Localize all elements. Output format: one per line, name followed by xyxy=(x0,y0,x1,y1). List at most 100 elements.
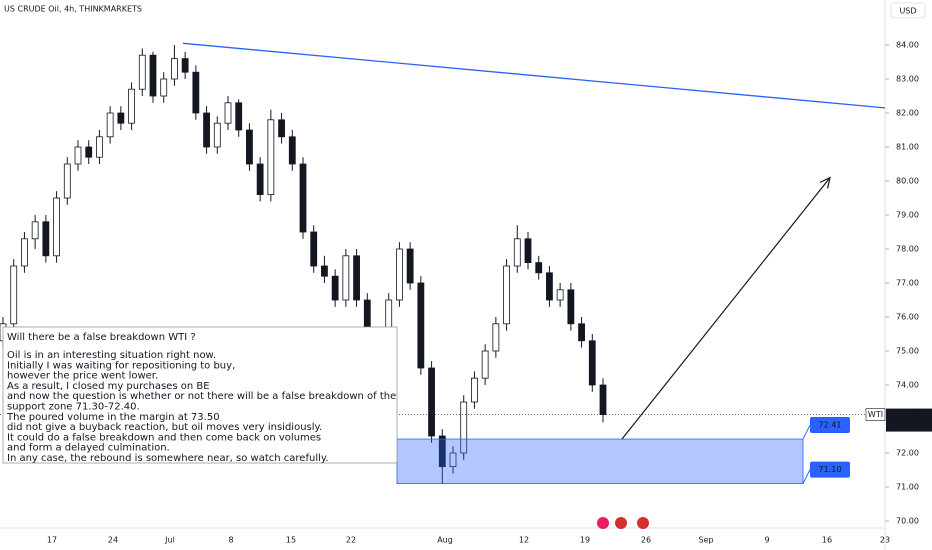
note-line: however the price went lower. xyxy=(7,371,158,382)
price-label-box xyxy=(886,408,932,432)
candle-body xyxy=(106,112,114,138)
note-line: Initially I was waiting for repositionin… xyxy=(7,360,235,371)
candle-body xyxy=(460,401,468,454)
candle-body xyxy=(342,255,350,301)
forecast-arrow xyxy=(621,177,831,440)
candle-body xyxy=(492,323,500,352)
currency-box[interactable] xyxy=(890,2,926,19)
x-tick-label: 12 xyxy=(519,536,529,545)
candle-body xyxy=(428,367,435,437)
candle-body xyxy=(256,163,264,196)
symbol-box xyxy=(865,408,886,421)
y-tick-label: 72.00 xyxy=(896,449,919,458)
x-tick-label: Sep xyxy=(698,536,713,545)
x-tick-label: 15 xyxy=(286,536,296,545)
note-line: In any case, the rebound is somewhere ne… xyxy=(7,453,329,464)
candle-body xyxy=(128,88,135,124)
x-tick-label: 17 xyxy=(47,536,57,545)
y-tick-label: 71.00 xyxy=(896,483,919,492)
zone-label: 72.41 xyxy=(819,421,842,430)
candle-body xyxy=(203,112,210,148)
y-tick-label: 80.00 xyxy=(896,177,919,186)
y-tick-label: 70.00 xyxy=(896,517,919,526)
note-line: support zone 71.30-72.40. xyxy=(7,402,140,413)
candle-body xyxy=(438,435,446,468)
symbol: WTI xyxy=(868,410,883,419)
support-zone xyxy=(396,438,804,484)
candle-body xyxy=(278,119,285,138)
candle-body xyxy=(417,282,425,369)
candle-body xyxy=(567,289,575,325)
candle-body xyxy=(21,238,28,267)
candle-body xyxy=(42,221,50,257)
zone-label-box xyxy=(810,417,850,434)
candle-body xyxy=(524,238,532,264)
event-icons[interactable] xyxy=(597,517,649,529)
candle-body xyxy=(471,377,478,403)
candle-body xyxy=(353,255,360,301)
candle-body xyxy=(331,275,339,301)
candle-body xyxy=(513,238,521,267)
note-line: It could do a false breakdown and then c… xyxy=(7,432,321,443)
y-tick-label: 74.00 xyxy=(896,381,919,390)
x-tick-label: Jul xyxy=(164,536,175,545)
candle-body xyxy=(310,231,318,267)
candle-body xyxy=(85,146,93,158)
candle-body xyxy=(396,248,403,301)
candle-body xyxy=(246,129,253,165)
y-tick-label: 77.00 xyxy=(896,279,919,288)
candle-body xyxy=(138,54,146,90)
event-icon[interactable] xyxy=(597,517,609,529)
zone-label-connector xyxy=(802,469,811,484)
zone-label: 71.10 xyxy=(819,465,842,474)
candle-body xyxy=(171,58,178,80)
candle-body xyxy=(181,58,189,73)
note-line: Oil is in an interesting situation right… xyxy=(7,350,216,361)
price-label: 73.13 xyxy=(896,410,919,419)
candle-body xyxy=(546,272,553,301)
zone-label-box xyxy=(810,461,850,478)
event-icon[interactable] xyxy=(615,517,627,529)
candle-body xyxy=(503,265,510,325)
chart-title: US CRUDE Oil, 4h, THINKMARKETS xyxy=(4,5,142,14)
candle-body xyxy=(288,136,296,165)
candle-body xyxy=(117,112,125,124)
candle-body xyxy=(599,384,607,415)
candle-body xyxy=(321,265,328,277)
candle-body xyxy=(149,54,157,97)
currency: USD xyxy=(899,7,916,16)
y-tick-label: 84.00 xyxy=(896,41,919,50)
y-tick-label: 83.00 xyxy=(896,75,919,84)
candle-body xyxy=(406,248,414,284)
event-icon[interactable] xyxy=(637,517,649,529)
x-tick-label: 16 xyxy=(822,536,832,545)
trendline xyxy=(182,42,886,109)
candle-body xyxy=(588,340,596,386)
x-tick-label: 23 xyxy=(880,536,890,545)
x-tick-label: 8 xyxy=(228,536,233,545)
candle-body xyxy=(299,163,307,233)
candle-body xyxy=(224,102,232,124)
note-line: As a result, I closed my purchases on BE xyxy=(7,381,210,392)
note-title: Will there be a false breakdown WTI ? xyxy=(7,332,196,343)
note-line: and now the question is whether or not t… xyxy=(7,391,396,402)
candle-body xyxy=(213,122,221,148)
x-tick-label: 26 xyxy=(641,536,651,545)
candle-body xyxy=(449,452,457,468)
candle-body xyxy=(556,289,564,301)
candle-body xyxy=(160,78,168,97)
candle-body xyxy=(578,323,585,342)
candle-body xyxy=(535,262,543,274)
y-tick-label: 81.00 xyxy=(896,143,919,152)
y-tick-label: 78.00 xyxy=(896,245,919,254)
candle-body xyxy=(74,146,82,165)
x-tick-label: 9 xyxy=(764,536,769,545)
y-tick-label: 76.00 xyxy=(896,313,919,322)
candle-body xyxy=(235,102,243,131)
candle-body xyxy=(53,197,60,257)
x-tick-label: 22 xyxy=(346,536,356,545)
candle-body xyxy=(10,265,18,325)
note-line: did not give a buyback reaction, but oil… xyxy=(7,422,322,433)
y-tick-label: 75.00 xyxy=(896,347,919,356)
